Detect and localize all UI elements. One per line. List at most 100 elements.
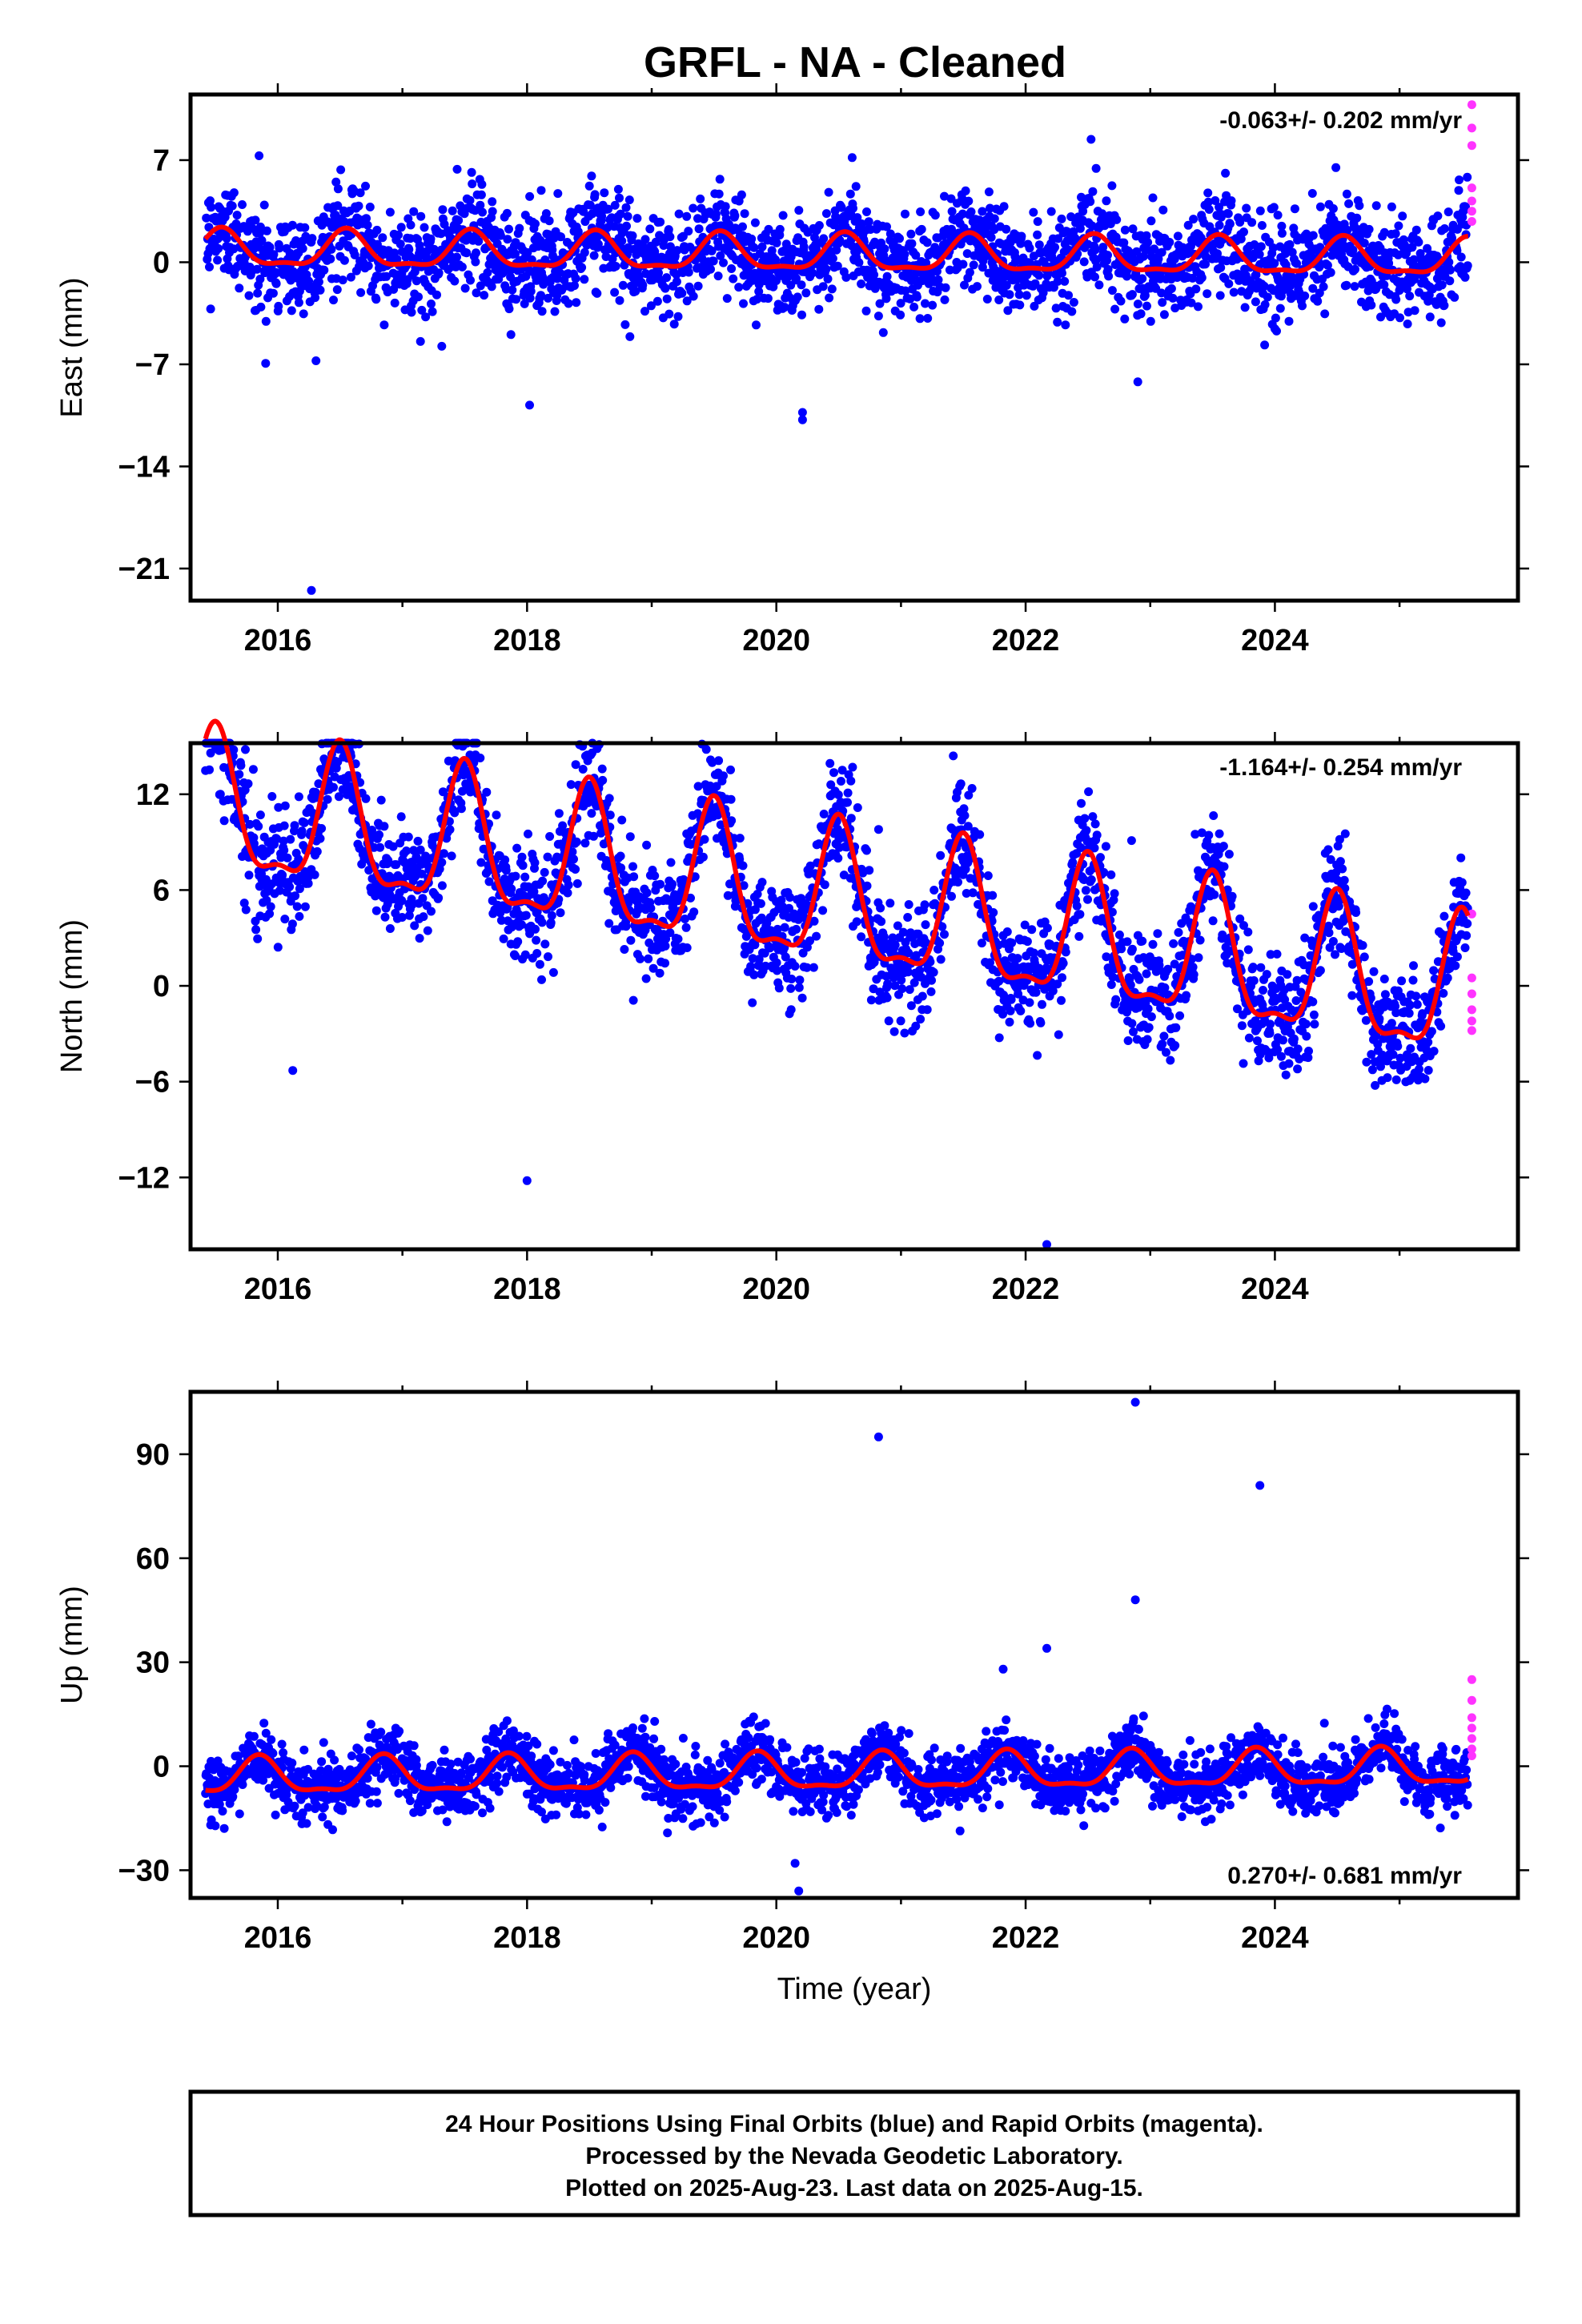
north-data-point [617,815,627,825]
east-data-point [1225,219,1235,229]
north-data-point [1304,1047,1313,1055]
north-data-point [248,765,258,774]
north-data-point [916,1015,926,1024]
east-data-point [1216,263,1226,272]
north-data-point [1195,935,1205,945]
east-data-point [1142,231,1151,240]
north-data-point [655,968,665,978]
north-data-point [1101,842,1110,851]
north-data-point [286,834,295,844]
north-data-point [419,912,428,922]
east-data-point [1315,202,1325,211]
east-data-point [1395,313,1404,323]
north-data-point [642,888,652,898]
east-data-point [1030,279,1040,288]
east-data-point [1205,222,1215,231]
north-data-point [726,765,735,774]
east-data-point [1308,231,1318,240]
east-data-point [232,211,242,220]
east-data-point [673,312,683,321]
north-data-point [315,834,325,843]
east-data-point [682,296,692,306]
east-data-point [307,234,317,243]
north-data-point [897,984,907,994]
east-data-point [1285,239,1295,249]
east-data-point [961,186,970,195]
east-data-point [476,190,486,199]
north-data-point [1042,923,1052,933]
north-data-point [1166,1055,1175,1065]
north-data-point [1175,1011,1185,1020]
east-data-point [990,214,999,223]
north-data-point [1142,1035,1152,1044]
east-data-point [1326,267,1335,277]
north-data-point [1249,976,1259,985]
east-data-point [1103,264,1113,274]
east-data-point [1038,288,1048,298]
north-data-point [626,935,636,945]
east-data-point [713,271,723,281]
east-data-point [841,272,851,282]
east-data-point [1034,271,1044,280]
north-data-point [983,871,993,880]
east-data-point [861,306,871,316]
east-data-point [628,231,637,240]
east-data-point [255,222,265,231]
east-data-point [556,232,565,242]
north-data-point [492,810,501,820]
east-data-point [538,272,548,282]
east-outlier-point [1133,377,1142,387]
north-data-point [818,906,828,915]
north-data-point [682,943,692,952]
east-data-point [827,284,837,294]
east-data-point [1132,247,1142,256]
north-data-point [930,886,939,895]
east-data-point [573,227,583,236]
north-data-point [935,939,945,948]
east-data-point [550,307,560,316]
north-data-point [994,1033,1004,1043]
north-data-point [580,838,590,848]
north-data-point [681,923,691,932]
north-data-point [1106,980,1116,989]
east-data-point [616,209,625,219]
east-data-point [1088,187,1098,196]
east-data-point [873,312,883,321]
north-data-point [1081,886,1090,895]
east-data-point [615,296,624,305]
east-data-point [523,247,532,257]
north-data-point [572,837,581,846]
east-data-point [1323,260,1332,270]
north-data-point [1170,1041,1180,1050]
east-data-point [329,296,338,305]
east-data-point [1235,218,1245,227]
east-data-point [331,177,341,187]
east-data-point [973,282,982,292]
north-data-point [757,878,767,887]
east-data-point [673,246,682,255]
east-data-point [857,219,866,228]
east-data-point [205,262,214,271]
north-data-point [517,852,527,862]
east-data-point [618,280,628,290]
east-data-point [1463,261,1472,271]
north-data-point [1210,890,1219,899]
north-data-point [625,832,635,842]
north-data-point [507,884,516,894]
east-data-point [1290,204,1299,214]
east-data-point [814,304,824,314]
east-data-point [621,203,631,212]
east-y-tick-label: 7 [153,144,170,178]
east-data-point [1298,301,1307,311]
north-data-point [1106,870,1116,879]
north-data-point [1174,927,1183,937]
east-data-point [916,207,926,216]
north-data-point [545,832,555,841]
east-data-point [664,225,673,235]
east-data-point [572,298,581,308]
north-data-point [280,801,290,810]
east-data-point [825,293,834,303]
east-data-point [1158,298,1167,308]
north-data-point [379,822,389,831]
north-data-point [1153,929,1162,939]
